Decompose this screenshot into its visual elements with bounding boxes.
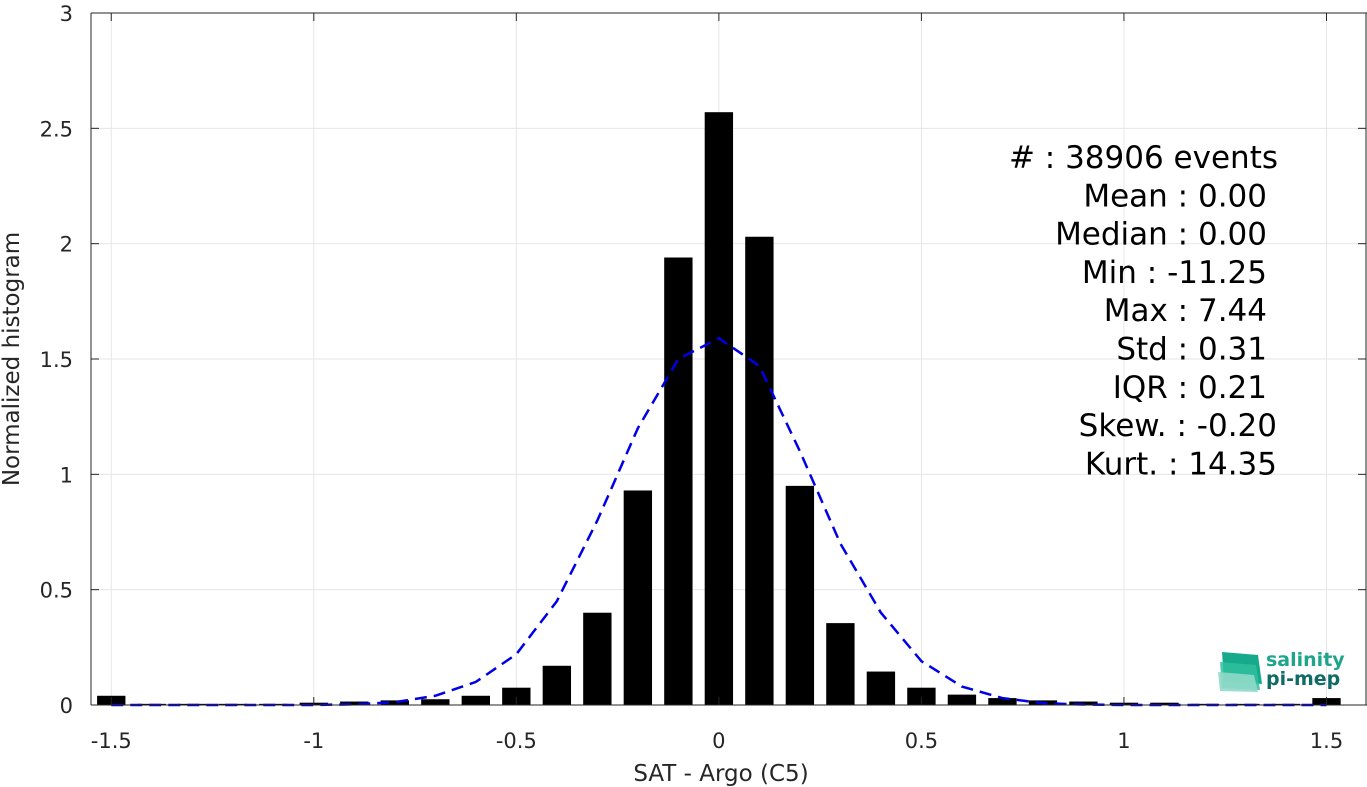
- histogram-bar: [542, 665, 572, 705]
- x-tick-label: -1.5: [91, 729, 132, 753]
- y-axis-label: Normalized histogram: [0, 232, 25, 486]
- stats-line: # : 38906 events: [1009, 140, 1278, 176]
- histogram-bar: [826, 623, 855, 705]
- y-tick-label: 2: [60, 233, 73, 257]
- stats-line: Mean : 0.00: [1083, 178, 1267, 214]
- histogram-bar: [866, 671, 896, 705]
- x-tick-label: 0: [712, 729, 725, 753]
- x-tick-label: -0.5: [496, 729, 537, 753]
- histogram-bar: [421, 699, 450, 705]
- stats-line: IQR : 0.21: [1113, 370, 1267, 406]
- x-axis-label: SAT - Argo (C5): [633, 761, 808, 787]
- x-tick-label: -1: [303, 729, 324, 753]
- histogram-bar: [1190, 703, 1220, 705]
- gaussian-fit-line: [111, 336, 1327, 707]
- histogram-bar: [745, 236, 774, 705]
- axes-frame: [90, 12, 1367, 706]
- y-tick-label: 3: [60, 2, 73, 26]
- x-tick-labels: -1.5 -1 -0.5 0 0.5 1 1.5: [91, 729, 1343, 753]
- stats-line: Kurt. : 14.35: [1085, 446, 1277, 482]
- histogram-bar: [664, 257, 693, 705]
- x-tick-label: 1: [1117, 729, 1130, 753]
- histogram-bar: [907, 687, 936, 705]
- y-tick-label: 1: [60, 463, 73, 487]
- histogram-bar: [947, 694, 977, 705]
- bars: [97, 112, 1341, 706]
- x-tick-label: 1.5: [1310, 729, 1343, 753]
- y-tick-label: 0: [60, 694, 73, 718]
- histogram-bar: [461, 695, 491, 705]
- histogram-bar: [988, 698, 1017, 705]
- y-tick-label: 1.5: [40, 348, 73, 372]
- histogram-bar: [704, 112, 734, 706]
- histogram-bar: [623, 490, 653, 705]
- y-tick-labels: 0 0.5 1 1.5 2 2.5 3: [40, 2, 73, 718]
- salinity-pi-mep-logo: salinity pi-mep: [1218, 649, 1345, 692]
- stats-line: Median : 0.00: [1055, 217, 1267, 253]
- x-tick-label: 0.5: [905, 729, 938, 753]
- logo-emblem-icon: [1218, 652, 1262, 692]
- stats-line: Skew. : -0.20: [1079, 408, 1277, 444]
- stats-line: Min : -11.25: [1082, 255, 1267, 291]
- histogram-bar: [340, 701, 369, 705]
- histogram-bar: [785, 485, 815, 705]
- histogram-bar: [502, 687, 531, 705]
- histogram-bar: [1150, 702, 1179, 705]
- logo-text-pi-mep: pi-mep: [1266, 668, 1340, 690]
- histogram-bar: [380, 700, 409, 705]
- stats-line: Max : 7.44: [1104, 293, 1267, 329]
- logo-text-salinity: salinity: [1266, 649, 1345, 671]
- y-tick-label: 2.5: [40, 117, 73, 141]
- histogram-bar: [1069, 701, 1098, 705]
- stats-line: Std : 0.31: [1116, 332, 1267, 368]
- histogram-bar: [583, 612, 612, 705]
- y-tick-label: 0.5: [40, 579, 73, 603]
- gaussian-fit: [111, 336, 1327, 707]
